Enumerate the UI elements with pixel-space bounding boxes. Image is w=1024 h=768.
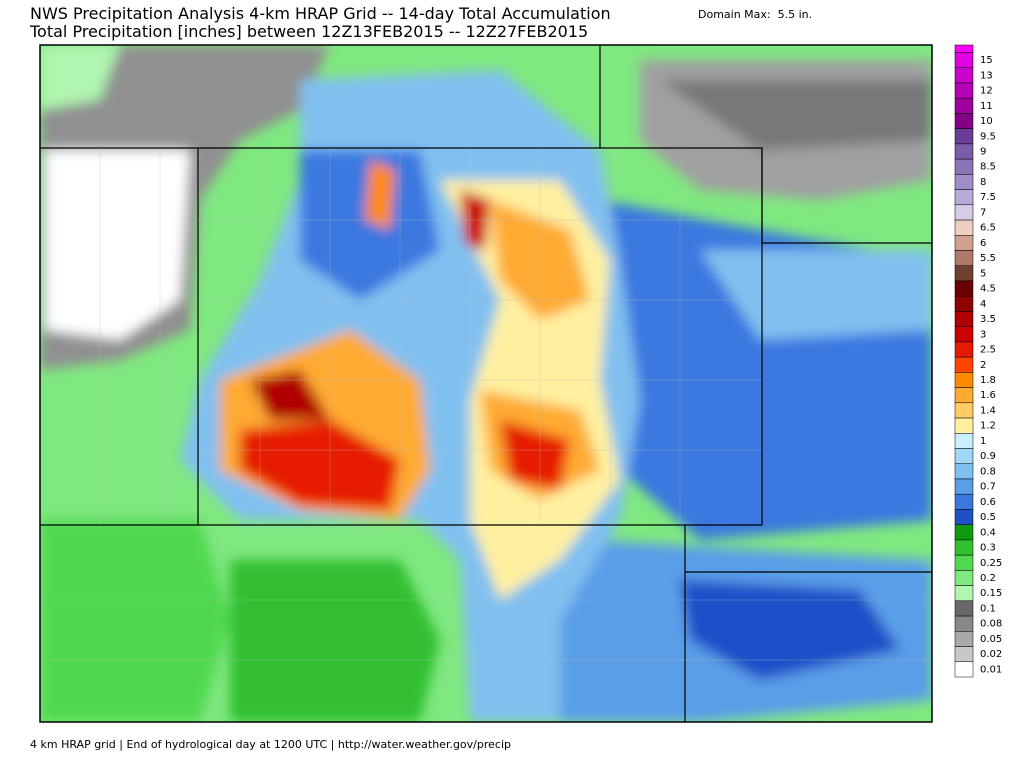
legend-label: 0.08 xyxy=(980,619,1002,630)
legend-label: 1.2 xyxy=(980,421,996,432)
legend-label: 5 xyxy=(980,268,986,279)
legend-swatch xyxy=(954,433,974,449)
legend-swatch xyxy=(954,280,974,297)
legend-label: 2.5 xyxy=(980,345,996,356)
legend-label: 0.25 xyxy=(980,558,1002,569)
legend-label: 12 xyxy=(980,86,993,97)
legend-label: 0.3 xyxy=(980,543,996,554)
legend-label: 4 xyxy=(980,299,986,310)
legend-label: 1.8 xyxy=(980,375,996,386)
legend-label: 9 xyxy=(980,147,986,158)
legend-swatch xyxy=(954,326,974,343)
legend-swatch xyxy=(954,341,974,358)
legend-swatch xyxy=(954,235,974,251)
legend-label: 8 xyxy=(980,177,986,188)
legend-label: 13 xyxy=(980,70,993,81)
legend-swatch xyxy=(954,82,974,99)
legend-label: 0.5 xyxy=(980,512,996,523)
legend-swatch xyxy=(954,600,974,617)
legend-swatch xyxy=(954,493,974,510)
legend-label: 10 xyxy=(980,116,993,127)
legend-swatch xyxy=(954,631,974,647)
legend-label: 0.4 xyxy=(980,527,996,538)
legend-swatch xyxy=(954,113,974,129)
legend-swatch xyxy=(954,97,974,114)
legend-label: 6 xyxy=(980,238,986,249)
legend-swatch xyxy=(954,524,974,541)
legend-label: 0.15 xyxy=(980,588,1002,599)
legend-swatch xyxy=(954,402,974,419)
legend-swatch xyxy=(954,615,974,632)
legend-label: 4.5 xyxy=(980,284,996,295)
legend-label: 8.5 xyxy=(980,162,996,173)
legend-swatch xyxy=(954,295,974,312)
legend-label: 0.6 xyxy=(980,497,996,508)
map-frame xyxy=(39,44,933,723)
legend-swatch xyxy=(954,174,974,190)
legend-label: 3.5 xyxy=(980,314,996,325)
subtitle: Total Precipitation [inches] between 12Z… xyxy=(30,22,589,41)
legend-swatch xyxy=(954,478,974,495)
legend-swatch xyxy=(954,570,974,586)
legend-swatch xyxy=(954,356,974,373)
county-borders xyxy=(40,148,932,661)
legend-label: 3 xyxy=(980,329,986,340)
legend-label: 0.8 xyxy=(980,466,996,477)
legend-swatch xyxy=(954,128,974,145)
legend-label: 6.5 xyxy=(980,223,996,234)
legend-swatch xyxy=(954,448,974,465)
title: NWS Precipitation Analysis 4-km HRAP Gri… xyxy=(30,4,611,23)
legend-label: 11 xyxy=(980,101,993,112)
legend-label: 15 xyxy=(980,55,993,66)
legend-swatch xyxy=(954,372,974,388)
legend-swatch xyxy=(954,646,974,663)
legend-swatch xyxy=(954,585,974,602)
state-borders xyxy=(40,45,932,722)
legend-swatch xyxy=(954,265,974,282)
legend-swatch xyxy=(954,554,974,571)
legend-label: 9.5 xyxy=(980,131,996,142)
legend-swatch-top xyxy=(954,44,974,53)
precip-field xyxy=(40,45,932,722)
legend-swatch xyxy=(954,204,974,221)
legend-label: 0.7 xyxy=(980,482,996,493)
legend-label: 1.6 xyxy=(980,390,996,401)
legend-label: 2 xyxy=(980,360,986,371)
legend-swatch xyxy=(954,189,974,206)
legend-swatch xyxy=(954,67,974,84)
legend-label: 5.5 xyxy=(980,253,996,264)
legend-label: 0.05 xyxy=(980,634,1002,645)
footer: 4 km HRAP grid | End of hydrological day… xyxy=(30,738,511,751)
legend-swatch xyxy=(954,158,974,175)
legend-label: 0.1 xyxy=(980,603,996,614)
legend-swatch xyxy=(954,311,974,327)
legend-swatch xyxy=(954,417,974,434)
legend-swatch xyxy=(954,661,974,678)
legend-label: 1 xyxy=(980,436,986,447)
legend-label: 0.02 xyxy=(980,649,1002,660)
legend-label: 0.01 xyxy=(980,664,1002,675)
legend-swatch xyxy=(954,250,974,266)
legend-label: 7.5 xyxy=(980,192,996,203)
legend-swatch xyxy=(954,463,974,480)
legend-swatch xyxy=(954,539,974,556)
legend-label: 0.9 xyxy=(980,451,996,462)
legend-swatch xyxy=(954,219,974,236)
legend-swatch xyxy=(954,387,974,404)
legend-label: 1.4 xyxy=(980,405,996,416)
legend-swatch xyxy=(954,52,974,68)
legend-swatch xyxy=(954,143,974,160)
legend-swatch xyxy=(954,509,974,525)
legend-label: 7 xyxy=(980,207,986,218)
legend-label: 0.2 xyxy=(980,573,996,584)
domain-max: Domain Max: 5.5 in. xyxy=(698,8,813,21)
legend: 15131211109.598.587.576.565.554.543.532.… xyxy=(954,52,1002,678)
